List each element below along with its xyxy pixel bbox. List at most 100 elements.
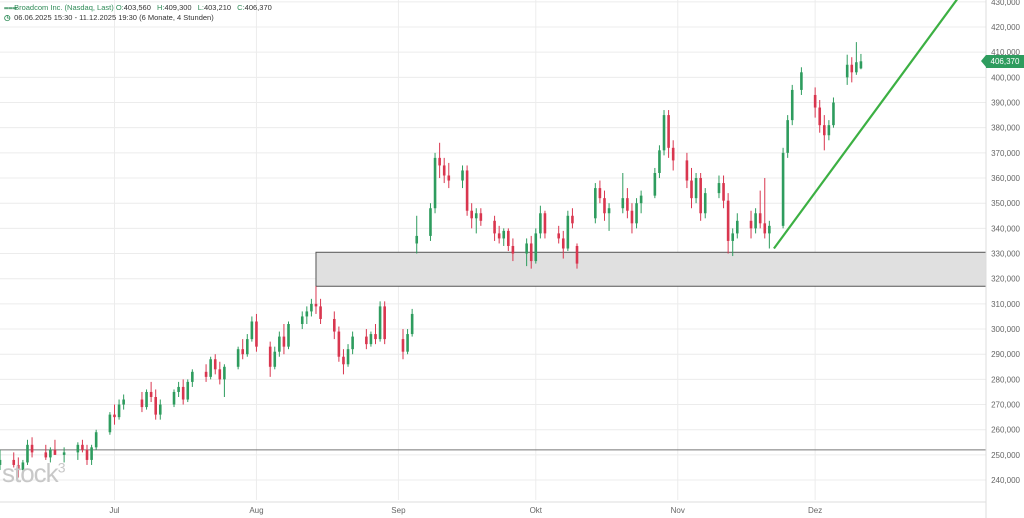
stock3-watermark-logo: stock3 xyxy=(2,458,65,488)
candle-body xyxy=(525,243,528,254)
candle-body xyxy=(735,220,739,234)
candle xyxy=(0,449,2,470)
candle-body xyxy=(268,346,272,367)
candle-body xyxy=(204,371,208,377)
candle xyxy=(539,205,542,239)
candle xyxy=(401,329,405,360)
interval: (6 Monate, 4 Stunden) xyxy=(139,13,214,22)
candle-body xyxy=(191,371,194,382)
candle-body xyxy=(699,178,702,214)
x-tick-label: Nov xyxy=(671,506,685,515)
candle xyxy=(845,54,849,85)
candle-body xyxy=(140,399,144,408)
candle xyxy=(177,381,180,397)
candle-body xyxy=(429,208,432,236)
candle-body xyxy=(273,351,277,367)
candle-body xyxy=(447,175,451,181)
candle-body xyxy=(566,215,570,249)
candle-body xyxy=(850,64,854,73)
candle-body xyxy=(603,198,606,214)
candle-body xyxy=(667,115,670,148)
candle-body xyxy=(507,230,510,246)
date-range: 06.06.2025 15:30 - 11.12.2025 19:30 xyxy=(14,13,137,22)
x-tick-label: Okt xyxy=(530,506,543,515)
candle xyxy=(250,316,254,342)
candle xyxy=(658,145,661,179)
candle xyxy=(145,389,148,410)
y-tick-label: 380,000 xyxy=(991,124,1020,133)
candle xyxy=(158,399,162,420)
candle-body xyxy=(94,432,98,448)
candle-body xyxy=(410,313,414,335)
candle xyxy=(479,208,483,226)
candle xyxy=(94,429,98,450)
candle-body xyxy=(822,125,826,136)
candle xyxy=(855,42,858,75)
candle-body xyxy=(731,233,735,241)
candle xyxy=(571,208,574,229)
y-tick-label: 430,000 xyxy=(991,0,1020,7)
candle-body xyxy=(85,449,89,460)
candle-body xyxy=(305,311,309,317)
candle-body xyxy=(635,203,638,224)
candle-body xyxy=(209,359,212,377)
candle xyxy=(662,110,666,156)
x-tick-label: Dez xyxy=(808,506,822,515)
candle xyxy=(525,238,528,267)
candle xyxy=(113,404,116,425)
candle xyxy=(442,157,446,184)
candle-body xyxy=(626,198,629,211)
candle xyxy=(465,165,469,216)
candle-body xyxy=(561,238,565,249)
candle-body xyxy=(662,115,666,151)
y-tick-label: 410,000 xyxy=(991,48,1020,57)
candle-body xyxy=(12,459,16,465)
candle xyxy=(671,140,675,171)
candle xyxy=(502,228,506,246)
candle-body xyxy=(26,444,29,463)
candle xyxy=(282,324,286,355)
x-tick-label: Aug xyxy=(249,506,263,515)
candle xyxy=(236,346,240,370)
candle-body xyxy=(438,157,441,166)
candle-body xyxy=(594,188,597,219)
close-label: C: xyxy=(237,3,245,12)
candle xyxy=(470,203,473,229)
candle-body xyxy=(859,61,863,69)
candle-body xyxy=(186,381,190,400)
candle-body xyxy=(108,414,112,433)
candle xyxy=(561,230,565,259)
chart-symbol-icon: ⩶ xyxy=(4,3,17,12)
candle-body xyxy=(172,391,176,405)
candle xyxy=(543,210,547,239)
candle xyxy=(594,183,597,224)
candle xyxy=(429,203,432,241)
candle-body xyxy=(479,213,483,221)
candle xyxy=(218,361,222,385)
candle-body xyxy=(800,72,803,90)
candle-body xyxy=(21,462,25,470)
candle xyxy=(621,172,625,214)
candle xyxy=(474,208,478,234)
candle xyxy=(186,379,190,403)
candle xyxy=(255,313,258,352)
candle-body xyxy=(365,336,368,345)
candle xyxy=(44,444,48,460)
y-tick-label: 260,000 xyxy=(991,426,1020,435)
candle xyxy=(768,220,771,249)
candle-body xyxy=(255,321,258,347)
candle-body xyxy=(703,193,707,214)
candle-body xyxy=(383,306,386,340)
y-axis: 240,000 250,000 260,000 270,000 280,000 290,0… xyxy=(985,0,1021,518)
candle xyxy=(822,115,826,151)
low-value: 403,210 xyxy=(203,3,232,12)
candle xyxy=(626,188,629,219)
candle-body xyxy=(539,213,542,234)
candle xyxy=(140,391,144,413)
candle-body xyxy=(717,183,721,194)
candle-body xyxy=(213,359,217,370)
candle-body xyxy=(827,125,831,136)
candle-body xyxy=(415,235,419,244)
candle xyxy=(191,369,194,387)
